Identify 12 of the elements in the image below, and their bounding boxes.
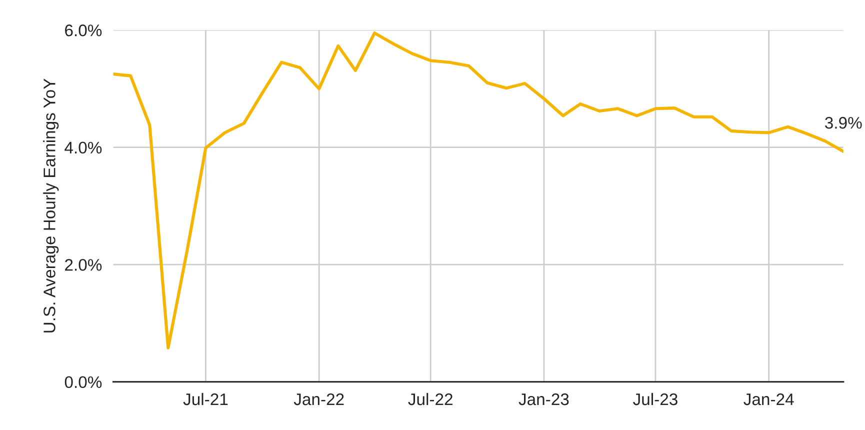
x-tick-label: Jan-24 [744,393,794,406]
y-tick-label: 2.0% [65,258,102,271]
annotation: 3.9% [825,116,862,129]
x-tick-label: Jan-22 [294,393,344,406]
y-tick-label: 0.0% [64,376,102,388]
y-tick-label: 4.0% [64,142,102,154]
x-tick-label: Jan-23 [518,393,569,406]
x-tick-label: Jul-22 [408,392,452,406]
x-tick-label: Jul-23 [633,392,678,406]
y-tick-label: 6.0% [65,24,102,36]
x-tick-label: Jul-21 [183,392,228,406]
y-axis-title: U.S. Average Hourly Earnings YoY [43,78,59,332]
